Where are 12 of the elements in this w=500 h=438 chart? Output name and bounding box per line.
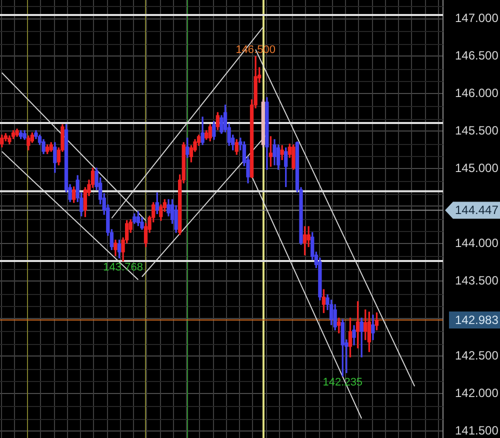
y-tick-label: 147.000 [455, 11, 499, 26]
y-tick-label: 141.500 [455, 424, 499, 438]
ref-line-label: 144.447 [455, 203, 499, 218]
y-tick-label: 145.000 [455, 161, 499, 176]
y-tick-label: 145.500 [455, 124, 499, 138]
y-tick-label: 146.500 [455, 48, 499, 63]
y-tick-label: 143.500 [455, 274, 499, 288]
y-tick-label: 144.000 [455, 236, 499, 250]
y-tick-label: 142.500 [455, 348, 499, 363]
ref-line-label: 142.983 [455, 312, 499, 327]
y-tick-label: 146.000 [455, 86, 499, 100]
y-tick-label: 142.000 [455, 386, 499, 400]
